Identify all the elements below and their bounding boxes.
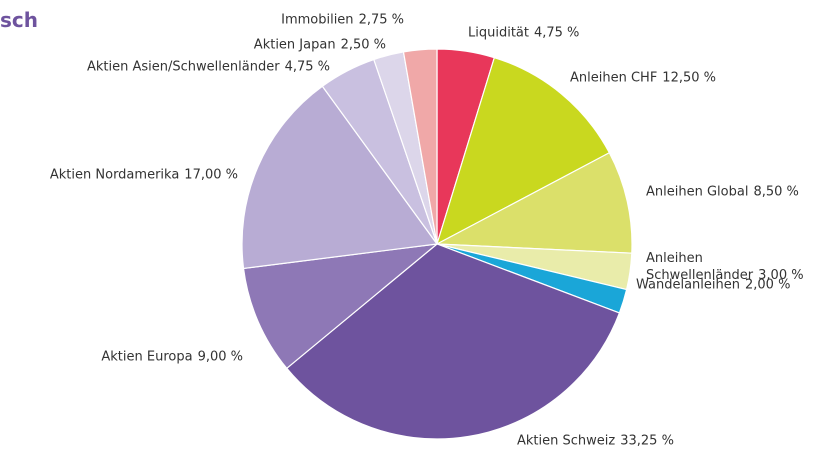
slice-label: Anleihen CHF 12,50 % (570, 70, 716, 87)
category-label: Aktien Schweiz (517, 433, 616, 449)
category-label: Anleihen Schwellenländer (646, 251, 754, 283)
category-label: Aktien Japan (253, 37, 336, 53)
value-label: 9,00 % (197, 349, 243, 365)
category-label: Aktien Europa (101, 349, 193, 365)
slice-label: Aktien Europa 9,00 % (101, 349, 243, 366)
category-label: Aktien Nordamerika (49, 167, 180, 183)
slice-label: Aktien Japan 2,50 % (254, 37, 386, 54)
category-label: Immobilien (281, 12, 354, 28)
category-label: Liquidität (468, 25, 529, 41)
value-label: 12,50 % (662, 70, 716, 86)
value-label: 2,75 % (358, 12, 404, 28)
pie-slice (242, 243, 439, 370)
value-label: 4,75 % (284, 59, 330, 75)
slice-label: Liquidität 4,75 % (468, 25, 579, 42)
pie-slice (434, 151, 633, 254)
slice-label: Aktien Asien/Schwellenländer 4,75 % (87, 59, 330, 76)
category-label: Wandelanleihen (636, 277, 740, 293)
value-label: 4,75 % (533, 25, 580, 41)
chart-title: sch (0, 8, 38, 32)
value-label: 33,25 % (620, 433, 674, 449)
pie-slice (402, 48, 438, 245)
value-label: 17,00 % (184, 167, 238, 183)
slice-label: Immobilien 2,75 % (281, 12, 404, 29)
pie-slice (285, 243, 621, 440)
category-label: Anleihen CHF (570, 70, 658, 86)
slice-label: Aktien Schweiz 33,25 % (517, 433, 674, 450)
slice-label: Anleihen Global 8,50 % (646, 184, 799, 201)
category-label: Anleihen Global (646, 184, 749, 200)
pie-slice (241, 85, 439, 270)
slice-label: Aktien Nordamerika 17,00 % (50, 167, 238, 184)
value-label: 8,50 % (753, 184, 799, 200)
value-label: 2,50 % (340, 37, 386, 53)
value-label: 2,00 % (745, 277, 791, 293)
value-label: 3,00 % (758, 268, 804, 283)
slice-label: Anleihen Schwellenländer 3,00 % (646, 250, 826, 284)
slice-label: Wandelanleihen 2,00 % (636, 277, 790, 294)
pie-slice (436, 56, 611, 246)
category-label: Aktien Asien/Schwellenländer (87, 59, 280, 75)
